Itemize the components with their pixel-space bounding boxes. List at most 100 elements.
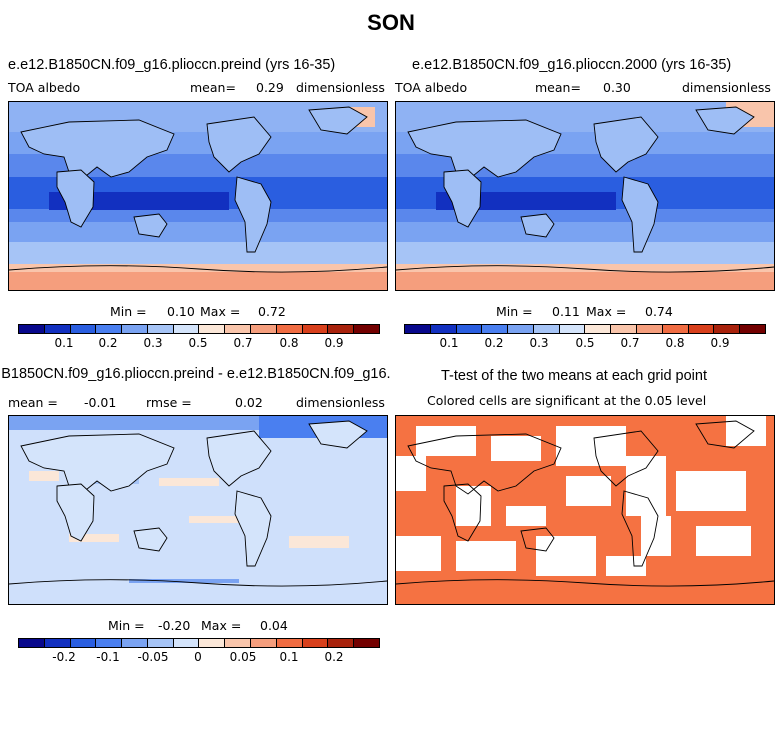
panel1-colorbar-tick: 0.1 [54, 336, 74, 350]
colorbar-swatch [251, 639, 277, 647]
panel3-colorbar [18, 638, 380, 648]
panel3-units: dimensionless [296, 395, 385, 410]
colorbar-swatch [70, 325, 97, 333]
panel1-colorbar [18, 324, 380, 334]
panel3-min-label: Min = [108, 618, 145, 633]
colorbar-swatch [456, 325, 483, 333]
colorbar-swatch [225, 325, 252, 333]
panel1-colorbar-tick: 0.3 [143, 336, 163, 350]
panel2-min-value: 0.11 [552, 304, 580, 319]
colorbar-swatch [662, 325, 689, 333]
panel3-rmse-label: rmse = [146, 395, 192, 410]
colorbar-swatch [328, 639, 355, 647]
colorbar-swatch [96, 639, 123, 647]
colorbar-swatch [354, 639, 379, 647]
panel3-rmse-value: 0.02 [235, 395, 263, 410]
colorbar-swatch [714, 325, 741, 333]
panel3-mean-value: -0.01 [84, 395, 117, 410]
colorbar-swatch [559, 325, 586, 333]
panel1-units: dimensionless [296, 80, 385, 95]
colorbar-swatch [302, 639, 329, 647]
colorbar-swatch [44, 639, 71, 647]
panel1-colorbar-tick: 0.9 [324, 336, 344, 350]
panel3-map [8, 415, 388, 605]
panel2-max-value: 0.74 [645, 304, 673, 319]
panel2-map [395, 101, 775, 291]
panel2-colorbar-tick: 0.1 [439, 336, 459, 350]
colorbar-swatch [533, 325, 560, 333]
panel2-colorbar-tick: 0.3 [529, 336, 549, 350]
colorbar-swatch [147, 325, 174, 333]
panel2-colorbar-tick: 0.9 [710, 336, 730, 350]
colorbar-swatch [302, 325, 329, 333]
panel2-mean-label: mean= [535, 80, 581, 95]
colorbar-swatch [173, 639, 200, 647]
panel1-colorbar-tick: 0.2 [98, 336, 118, 350]
panel2-title: e.e12.B1850CN.f09_g16.plioccn.2000 (yrs … [412, 57, 732, 73]
panel3-colorbar-tick: -0.1 [96, 650, 120, 664]
colorbar-swatch [19, 325, 45, 333]
panel4-title: T-test of the two means at each grid poi… [441, 368, 707, 384]
colorbar-swatch [199, 639, 226, 647]
colorbar-swatch [19, 639, 45, 647]
panel3-colorbar-tick: 0 [194, 650, 202, 664]
panel2-colorbar-tick: 0.8 [665, 336, 685, 350]
panel1-max-label: Max = [200, 304, 241, 319]
panel3-max-label: Max = [201, 618, 242, 633]
panel2-colorbar-tick: 0.5 [575, 336, 595, 350]
panel1-min-label: Min = [110, 304, 147, 319]
panel1-colorbar-tick: 0.7 [233, 336, 253, 350]
panel1-title: e.e12.B1850CN.f09_g16.plioccn.preind (yr… [8, 57, 336, 73]
colorbar-swatch [276, 325, 303, 333]
colorbar-swatch [199, 325, 226, 333]
panel2-colorbar [404, 324, 766, 334]
colorbar-swatch [405, 325, 431, 333]
panel3-title: e.e12.B1850CN.f09_g16.plioccn.preind - e… [0, 366, 390, 382]
panel2-colorbar-tick: 0.7 [620, 336, 640, 350]
colorbar-swatch [44, 325, 71, 333]
colorbar-swatch [740, 325, 765, 333]
panel3-min-value: -0.20 [158, 618, 191, 633]
colorbar-swatch [482, 325, 509, 333]
panel1-colorbar-tick: 0.5 [188, 336, 208, 350]
colorbar-swatch [354, 325, 379, 333]
panel2-units: dimensionless [682, 80, 771, 95]
panel3-colorbar-tick: -0.2 [52, 650, 76, 664]
panel3-colorbar-tick: 0.05 [229, 650, 257, 664]
colorbar-swatch [173, 325, 200, 333]
panel2-colorbar-tick: 0.2 [484, 336, 504, 350]
panel3-colorbar-tick: -0.05 [137, 650, 169, 664]
panel1-map [8, 101, 388, 291]
panel1-mean-label: mean= [190, 80, 236, 95]
panel2-min-label: Min = [496, 304, 533, 319]
colorbar-swatch [688, 325, 715, 333]
colorbar-swatch [611, 325, 638, 333]
panel1-colorbar-tick: 0.8 [279, 336, 299, 350]
colorbar-swatch [430, 325, 457, 333]
panel3-max-value: 0.04 [260, 618, 288, 633]
colorbar-swatch [147, 639, 174, 647]
colorbar-swatch [70, 639, 97, 647]
panel1-mean-value: 0.29 [256, 80, 284, 95]
colorbar-swatch [328, 325, 355, 333]
colorbar-swatch [251, 325, 277, 333]
panel2-mean-value: 0.30 [603, 80, 631, 95]
panel3-colorbar-tick: 0.1 [279, 650, 299, 664]
panel1-max-value: 0.72 [258, 304, 286, 319]
panel4-subtitle: Colored cells are significant at the 0.0… [427, 393, 707, 408]
panel3-colorbar-tick: 0.2 [324, 650, 344, 664]
panel2-max-label: Max = [586, 304, 627, 319]
panel1-min-value: 0.10 [167, 304, 195, 319]
colorbar-swatch [637, 325, 663, 333]
figure-title: SON [367, 10, 415, 35]
colorbar-swatch [276, 639, 303, 647]
panel2-variable: TOA albedo [395, 80, 468, 95]
colorbar-swatch [585, 325, 612, 333]
colorbar-swatch [225, 639, 252, 647]
panel1-variable: TOA albedo [8, 80, 81, 95]
panel3-mean-label: mean = [8, 395, 58, 410]
colorbar-swatch [508, 325, 534, 333]
colorbar-swatch [122, 325, 148, 333]
panel4-map [395, 415, 775, 605]
colorbar-swatch [122, 639, 148, 647]
